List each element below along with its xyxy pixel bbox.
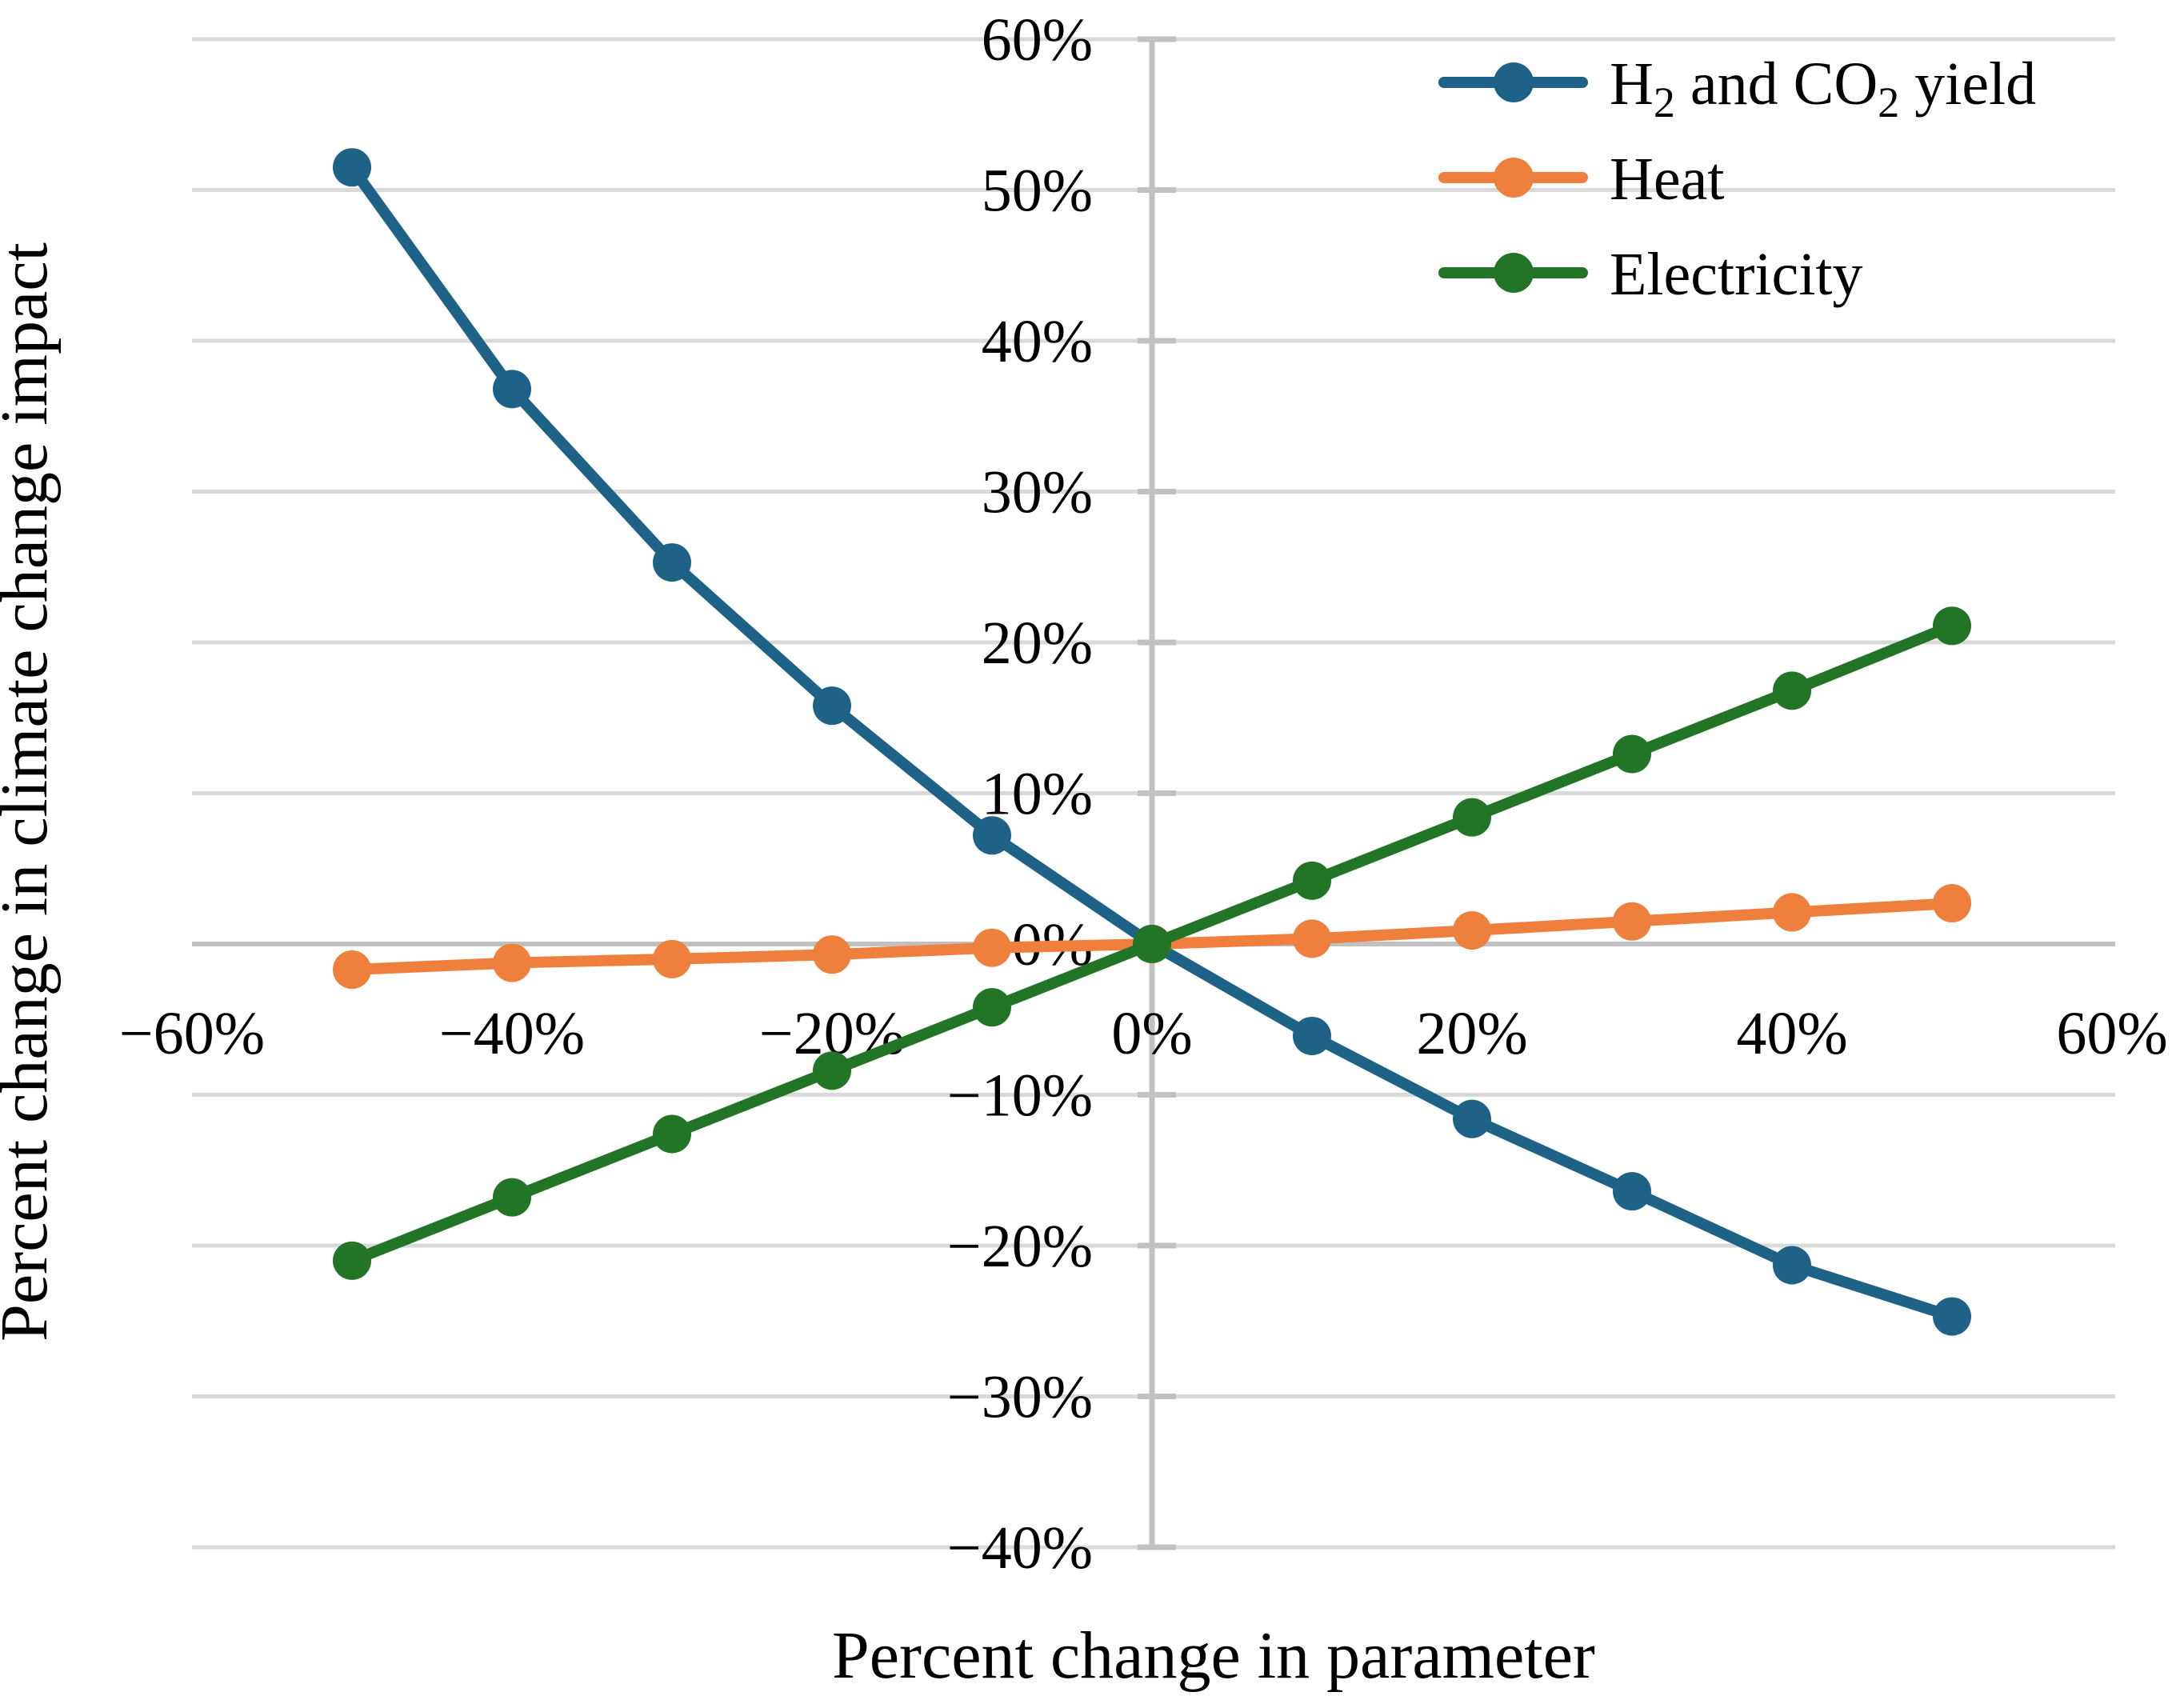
y-tick-label-60: 60% [982,6,1093,74]
legend-marker-h2-co2-yield [1494,62,1534,102]
data-point-heat--30 [653,939,691,978]
data-point-heat-30 [1613,902,1651,941]
legend-label-part: 2 [1654,78,1675,126]
y-tick-label-20: 20% [982,610,1093,677]
data-point-heat-20 [1453,911,1491,950]
data-point-heat--40 [493,943,531,982]
data-point-h2-co2-yield--40 [493,370,531,409]
data-point-electricity--30 [653,1114,691,1154]
y-tick-label--10: −10% [947,1062,1093,1130]
data-point-heat-50 [1933,884,1971,923]
legend-label-part: yield [1899,50,2036,118]
data-point-h2-co2-yield--20 [813,686,851,726]
legend-label-part: H [1610,50,1654,118]
y-tick-label--40: −40% [947,1514,1093,1582]
data-point-electricity-40 [1773,671,1811,710]
data-point-electricity--20 [813,1051,851,1090]
data-point-h2-co2-yield--30 [653,543,691,582]
legend-marker-electricity [1494,253,1534,293]
legend-label-part: Electricity [1610,241,1863,308]
data-point-electricity--40 [493,1178,531,1217]
data-point-heat-10 [1293,919,1331,958]
data-point-heat-40 [1773,893,1811,932]
y-tick-label--20: −20% [947,1213,1093,1280]
data-point-h2-co2-yield-50 [1933,1297,1971,1336]
y-tick-label-10: 10% [982,761,1093,828]
legend-label-h2-co2-yield: H2 and CO2 yield [1610,50,2036,126]
legend-label-electricity: Electricity [1610,241,1863,308]
data-point-electricity-0 [1133,925,1171,963]
data-point-heat--10 [973,928,1011,967]
data-point-h2-co2-yield--10 [973,816,1011,855]
data-point-h2-co2-yield-10 [1293,1016,1331,1055]
x-axis-title: Percent change in parameter [832,1618,1595,1693]
y-tick-label--30: −30% [947,1364,1093,1431]
x-tick-label--60: −60% [119,1000,265,1067]
legend-label-part: Heat [1610,146,1724,213]
data-point-electricity-50 [1933,606,1971,646]
data-point-electricity-30 [1613,734,1651,774]
data-point-h2-co2-yield-30 [1613,1172,1651,1211]
data-point-h2-co2-yield-20 [1453,1099,1491,1138]
data-point-h2-co2-yield--50 [333,148,371,187]
y-tick-label-30: 30% [982,459,1093,526]
y-tick-label-40: 40% [982,308,1093,375]
data-point-heat--20 [813,935,851,974]
x-tick-label--40: −40% [439,1000,585,1067]
data-point-electricity-20 [1453,798,1491,837]
data-point-electricity-10 [1293,861,1331,900]
legend-label-part: 2 [1878,78,1899,126]
data-point-electricity--50 [333,1241,371,1280]
legend-label-part: and CO [1675,50,1878,118]
data-point-heat--50 [333,950,371,990]
y-tick-label-50: 50% [982,158,1093,225]
x-tick-label-40: 40% [1736,1000,1847,1067]
legend-label-heat: Heat [1610,146,1724,213]
y-axis-title: Percent change in climate change impact [0,242,62,1342]
legend-marker-heat [1494,158,1534,198]
data-point-h2-co2-yield-40 [1773,1246,1811,1285]
x-tick-label-0: 0% [1111,1000,1192,1067]
data-point-electricity--10 [973,988,1011,1027]
x-tick-label-60: 60% [2056,1000,2167,1067]
x-tick-label-20: 20% [1416,1000,1527,1067]
